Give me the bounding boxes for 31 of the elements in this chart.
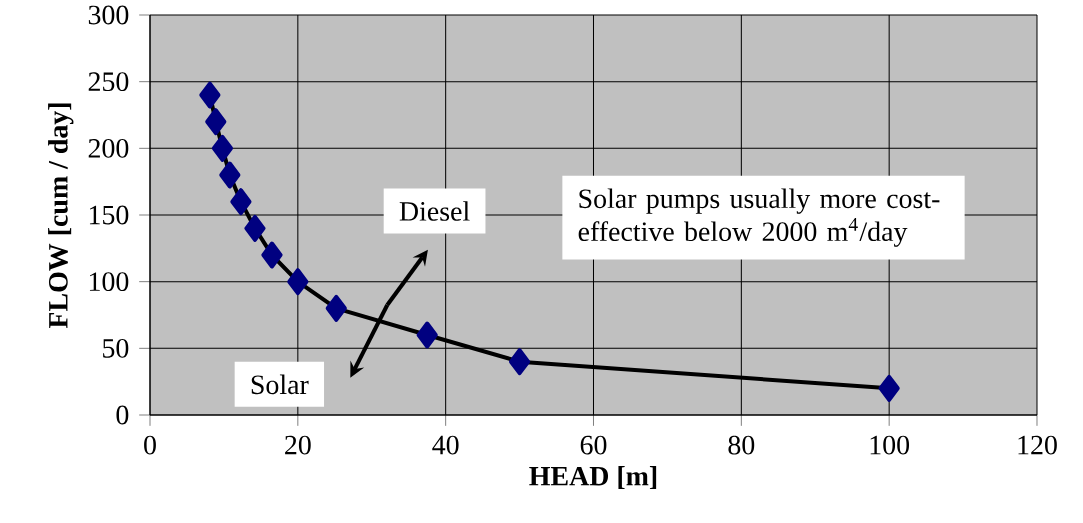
y-tick-label: 0: [116, 405, 129, 425]
x-tick-label: 40: [432, 435, 459, 455]
point: [287, 268, 309, 296]
point: [244, 214, 266, 242]
point: [230, 188, 252, 216]
point: [508, 348, 531, 376]
point: [199, 81, 221, 109]
y-tick-label: 250: [88, 72, 129, 92]
y-tick-label: 200: [88, 138, 129, 158]
x-tick-label: 100: [870, 435, 910, 455]
x-tick-label: 120: [1018, 435, 1057, 455]
x-tick-label: 60: [580, 435, 607, 455]
point: [325, 294, 347, 322]
x-tick-label: 20: [285, 435, 311, 455]
annotation: Solar pumps usually more cost-effective below 2000 m$^{4}$/day: [578, 188, 940, 247]
point: [416, 321, 438, 349]
point: [261, 241, 283, 269]
y-tick-label: 150: [89, 205, 129, 225]
y-tick-label: 300: [88, 5, 129, 25]
x-tick-label: 0: [144, 435, 156, 455]
x-axis-title: HEAD [m]: [529, 466, 657, 490]
point: [878, 374, 900, 402]
y-axis-title: FLOW [cum / day]: [48, 103, 74, 329]
point: [219, 161, 241, 189]
y-tick-label: 50: [103, 338, 129, 358]
annotation: Diesel: [399, 201, 470, 221]
y-tick-label: 100: [89, 272, 129, 292]
point: [205, 108, 227, 136]
x-tick-label: 80: [728, 435, 755, 455]
annotation: Solar: [251, 374, 309, 395]
point: [211, 134, 234, 162]
